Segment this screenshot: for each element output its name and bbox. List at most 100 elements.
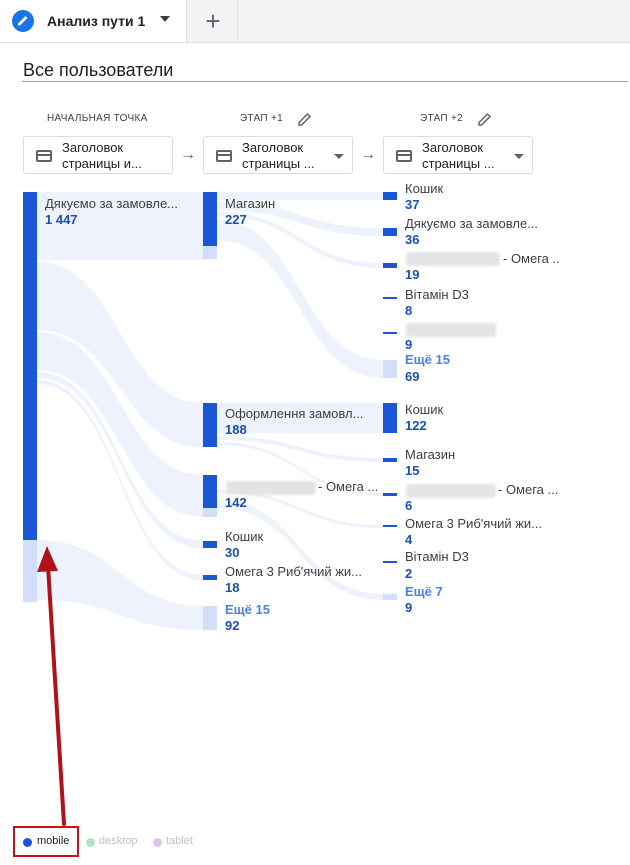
pencil-icon bbox=[12, 10, 34, 32]
legend-tablet[interactable]: tablet bbox=[166, 835, 193, 847]
node-value: 15 bbox=[405, 463, 420, 478]
node-label-more[interactable]: Ещё 15 bbox=[405, 352, 450, 367]
flow-omega-to-omega3 bbox=[217, 490, 383, 528]
node-label: Омега 3 Риб'ячий жи... bbox=[225, 564, 363, 579]
flow-start-to-omega3 bbox=[37, 380, 203, 580]
tab-title[interactable]: Анализ пути 1 bbox=[47, 13, 146, 29]
node-bar-checkout[interactable] bbox=[203, 403, 217, 447]
flow-store-to-more bbox=[217, 220, 383, 378]
node-bar-cart[interactable] bbox=[383, 403, 397, 433]
node-value: 6 bbox=[405, 498, 413, 513]
flow-start-to-cart bbox=[37, 372, 203, 548]
edit-step-2-icon[interactable] bbox=[478, 112, 492, 126]
node-bar-thanks[interactable] bbox=[383, 228, 397, 236]
step-header-2: ЭТАП +2 bbox=[420, 113, 463, 124]
legend-dot-desktop bbox=[86, 838, 95, 847]
arrow-right-icon: → bbox=[360, 146, 376, 163]
legend-dot-tablet bbox=[153, 838, 162, 847]
node-label-more[interactable]: Ещё 7 bbox=[405, 584, 443, 599]
node-bar-vitamin[interactable] bbox=[383, 561, 397, 563]
node-value: 18 bbox=[225, 580, 240, 595]
flow-omega-to-more bbox=[217, 500, 383, 600]
node-value: 37 bbox=[405, 197, 420, 212]
dropdown-line1: Заголовок bbox=[422, 140, 484, 155]
chevron-down-icon bbox=[514, 154, 524, 159]
table-icon bbox=[36, 150, 52, 162]
node-bar-vitamin[interactable] bbox=[383, 297, 397, 299]
node-value: 2 bbox=[405, 566, 413, 581]
flow-start-to-store bbox=[37, 192, 203, 260]
flow-checkout-to-store bbox=[217, 436, 383, 462]
add-tab-button[interactable]: + bbox=[189, 0, 238, 42]
node-label: - Омега ... bbox=[503, 251, 561, 266]
node-bar-omega[interactable] bbox=[203, 475, 217, 508]
chevron-down-icon[interactable] bbox=[160, 16, 170, 22]
node-bar-store[interactable] bbox=[203, 192, 217, 246]
dropdown-line1: Заголовок bbox=[62, 140, 124, 155]
step-header-start: НАЧАЛЬНАЯ ТОЧКА bbox=[47, 113, 148, 124]
node-value: 142 bbox=[225, 495, 247, 510]
legend-mobile[interactable]: mobile bbox=[37, 835, 70, 847]
node-value: 92 bbox=[225, 618, 240, 633]
dropdown-line2: страницы и... bbox=[62, 156, 142, 171]
node-label-more[interactable]: Ещё 15 bbox=[225, 602, 270, 617]
step-header-1: ЭТАП +1 bbox=[240, 113, 283, 124]
arrow-right-icon: → bbox=[180, 146, 196, 163]
chevron-down-icon bbox=[334, 154, 344, 159]
node-bar-store[interactable] bbox=[383, 458, 397, 462]
divider bbox=[22, 81, 628, 82]
blurred-text bbox=[226, 481, 316, 495]
node-bar-dropoff bbox=[203, 508, 217, 517]
node-label: Оформлення замовл... bbox=[225, 406, 364, 421]
dropdown-step-2-dimension[interactable]: Заголовок страницы ... bbox=[383, 136, 533, 174]
flow-start-to-omega bbox=[37, 332, 203, 517]
node-bar-more[interactable] bbox=[203, 606, 217, 630]
legend-desktop[interactable]: desktop bbox=[99, 835, 138, 847]
node-bar-cart[interactable] bbox=[203, 541, 217, 548]
node-bar-more[interactable] bbox=[383, 360, 397, 378]
node-label: Дякуємо за замовле... bbox=[45, 196, 179, 211]
node-bar-blurred[interactable] bbox=[383, 332, 397, 334]
blurred-text bbox=[406, 323, 496, 337]
blurred-text bbox=[406, 484, 496, 498]
node-label: Кошик bbox=[405, 181, 444, 196]
flow-store-to-thanks bbox=[217, 202, 383, 236]
node-label: - Омега ... bbox=[318, 479, 379, 494]
node-value: 9 bbox=[405, 337, 413, 352]
annotation-highlight-box bbox=[13, 826, 79, 857]
node-value: 19 bbox=[405, 267, 420, 282]
node-value: 69 bbox=[405, 369, 420, 384]
node-bar-omega[interactable] bbox=[383, 263, 397, 268]
node-bar-dropoff bbox=[203, 246, 217, 259]
node-label: Вітамін D3 bbox=[405, 287, 469, 302]
node-bar-cart[interactable] bbox=[383, 192, 397, 200]
dropdown-step-1-dimension[interactable]: Заголовок страницы ... bbox=[203, 136, 353, 174]
node-value: 8 bbox=[405, 303, 413, 318]
node-bar-more[interactable] bbox=[383, 594, 397, 600]
node-bar-omega3[interactable] bbox=[203, 575, 217, 580]
node-value: 36 bbox=[405, 232, 420, 247]
node-value: 122 bbox=[405, 418, 427, 433]
blurred-text bbox=[406, 252, 500, 266]
flow-store-to-cart bbox=[217, 192, 383, 200]
node-label: Вітамін D3 bbox=[405, 549, 469, 564]
flow-checkout-to-omega bbox=[217, 442, 383, 496]
node-bar-omega[interactable] bbox=[383, 493, 397, 496]
dropdown-start-dimension[interactable]: Заголовок страницы и... bbox=[23, 136, 173, 174]
edit-step-1-icon[interactable] bbox=[298, 112, 312, 126]
table-icon bbox=[216, 150, 232, 162]
node-bar-omega3[interactable] bbox=[383, 525, 397, 527]
node-value: 4 bbox=[405, 532, 413, 547]
node-label: Кошик bbox=[405, 402, 444, 417]
segment-title: Все пользователи bbox=[23, 60, 174, 80]
legend-dot-mobile bbox=[23, 838, 32, 847]
dropdown-line2: страницы ... bbox=[422, 156, 495, 171]
node-value: 9 bbox=[405, 600, 413, 615]
node-bar-start[interactable] bbox=[23, 192, 37, 540]
node-label: Магазин bbox=[405, 447, 456, 462]
flow-store-to-omega bbox=[217, 212, 383, 268]
node-label: Омега 3 Риб'ячий жи... bbox=[405, 516, 543, 531]
node-label: Кошик bbox=[225, 529, 264, 544]
